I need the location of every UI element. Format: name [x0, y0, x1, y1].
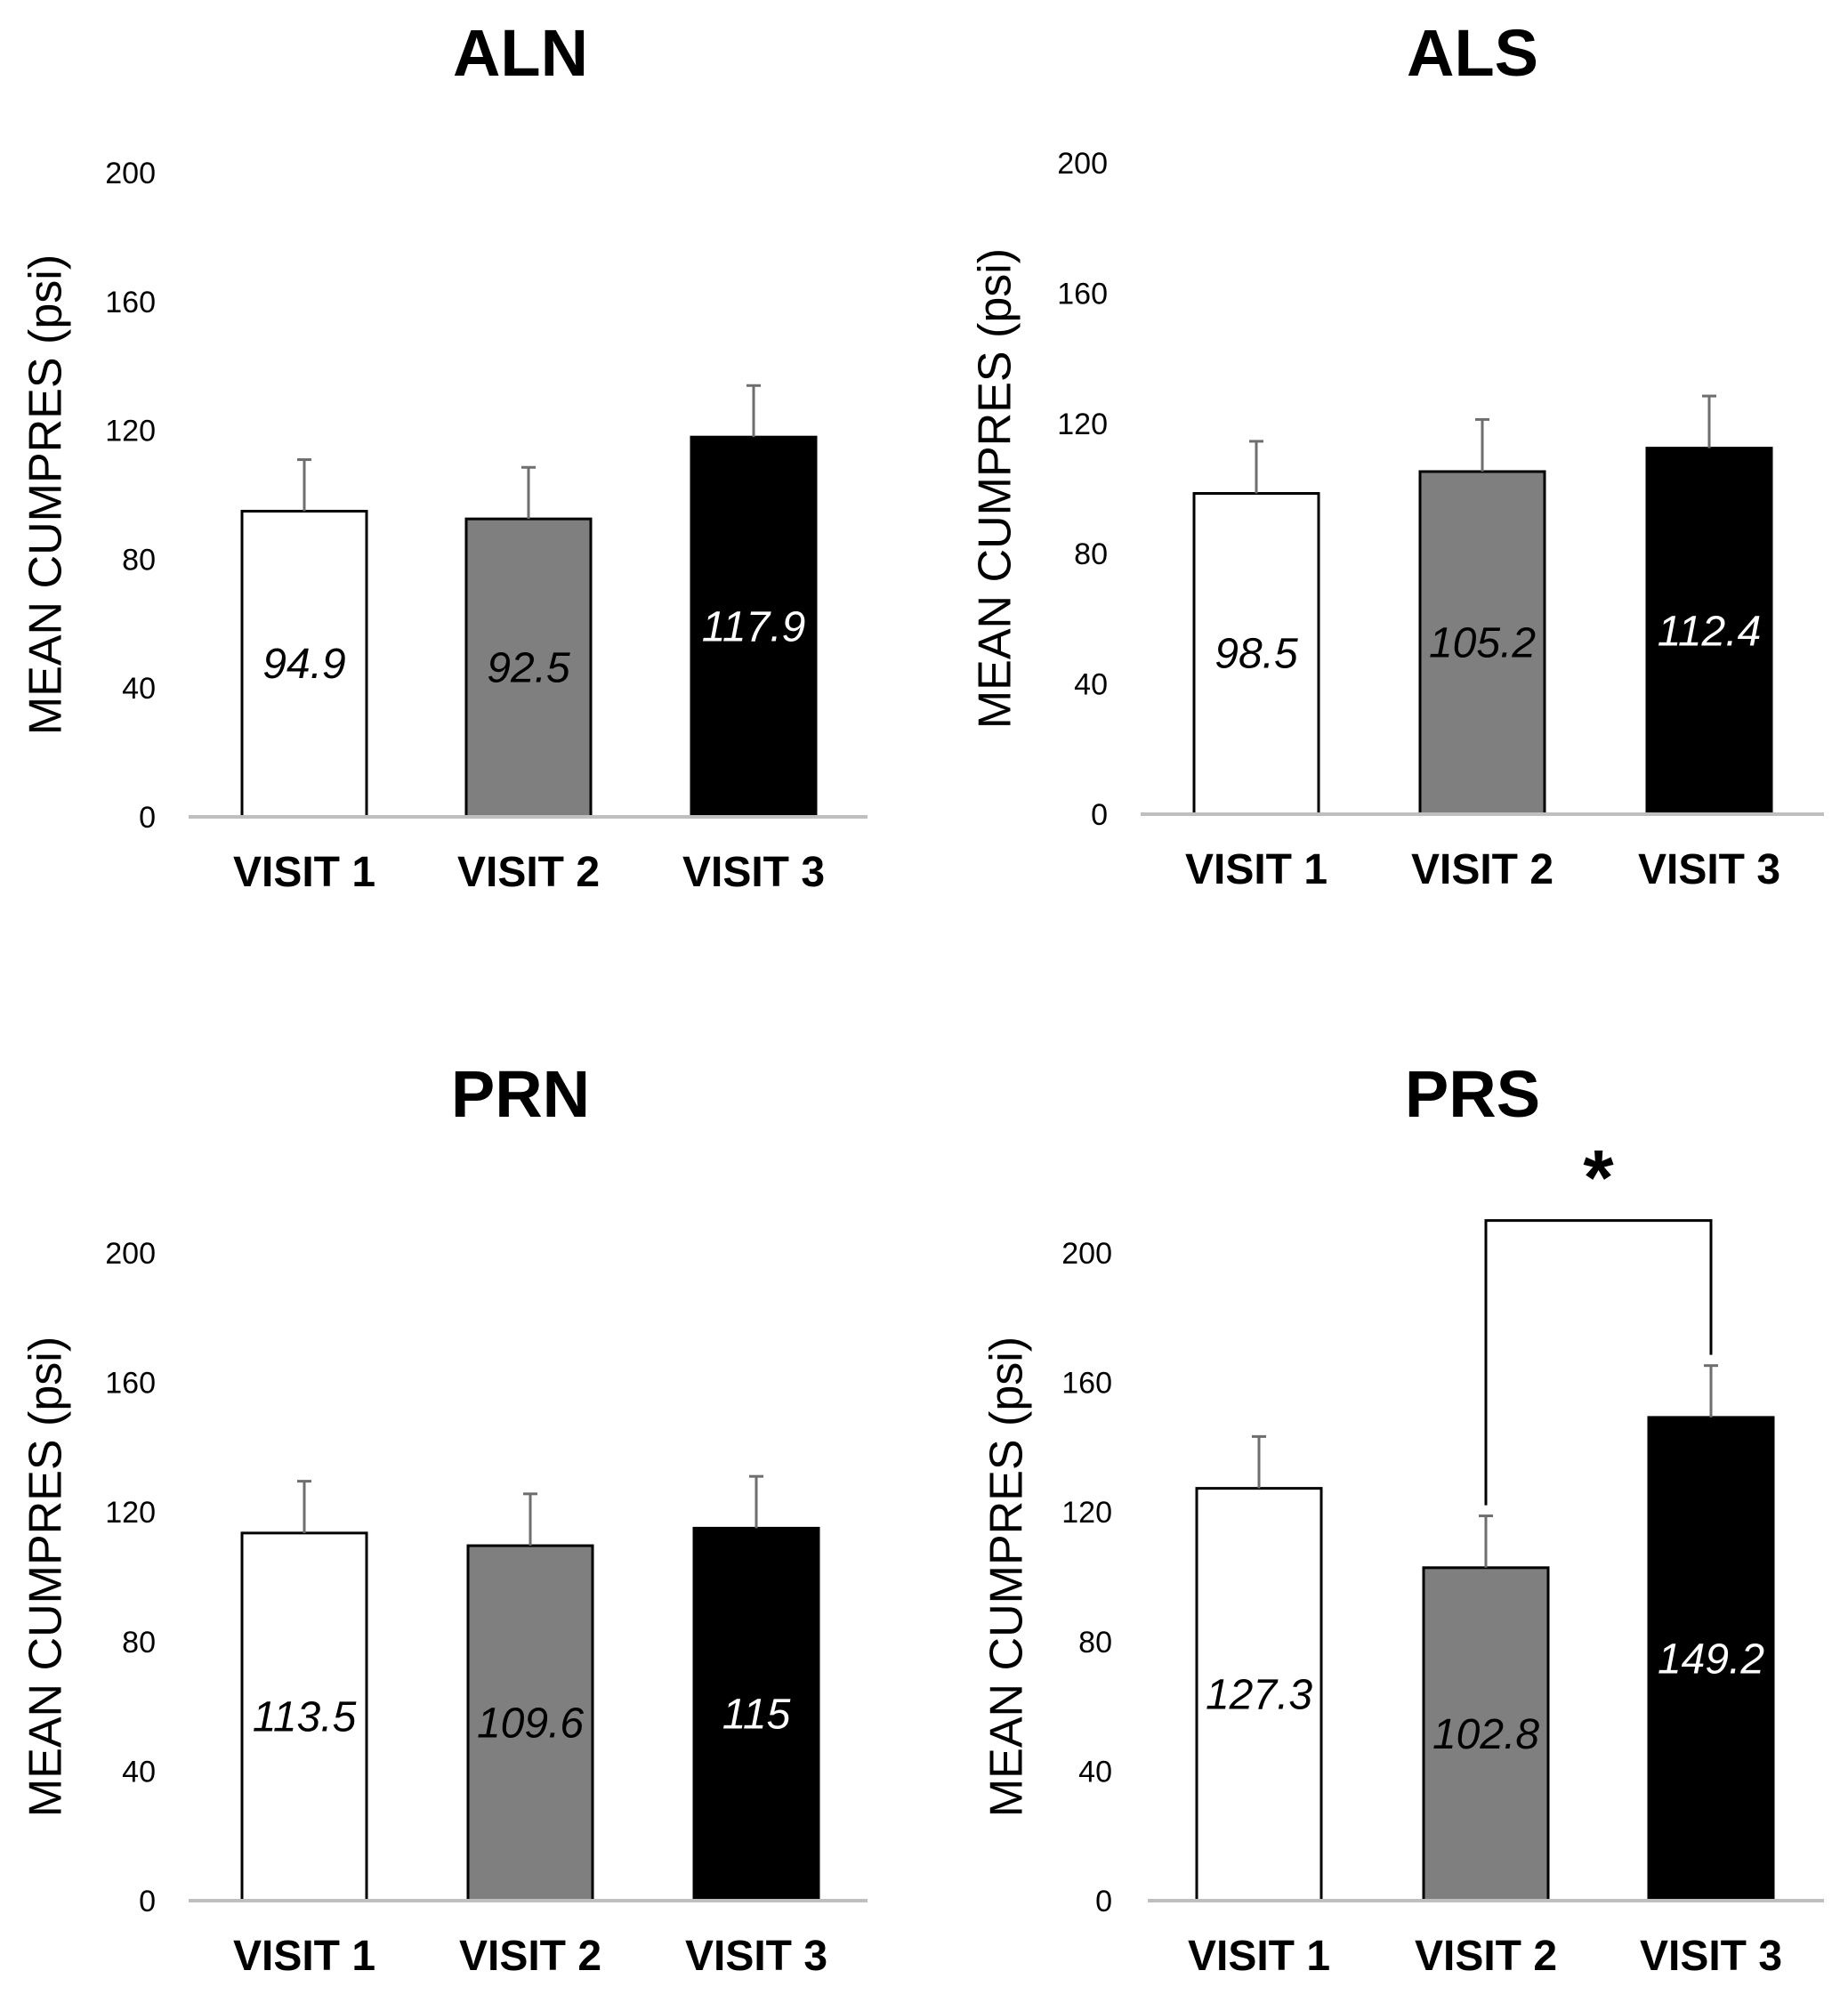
- y-tick-label: 120: [105, 1496, 156, 1530]
- y-tick-label: 120: [1057, 408, 1108, 441]
- y-tick-label: 200: [105, 1237, 156, 1271]
- chart-title: PRS: [1405, 1057, 1540, 1131]
- y-tick-label: 160: [105, 1367, 156, 1401]
- y-axis-label: MEAN CUMPRES (psi): [981, 1337, 1033, 1817]
- y-tick-label: 0: [1095, 1885, 1112, 1918]
- y-tick-label: 160: [1057, 277, 1108, 311]
- chart-panel-prs: PRS MEAN CUMPRES (psi) 0 40 80 120 160 200 127.3…: [981, 1057, 1824, 1980]
- x-tick-label: VISIT 3: [1638, 846, 1780, 893]
- data-label: 94.9: [262, 641, 345, 688]
- x-tick-label: VISIT 1: [1188, 1933, 1330, 1980]
- x-tick-label: VISIT 1: [233, 849, 375, 896]
- chart-panel-aln: ALN MEAN CUMPRES (psi) 0 40 80 120 160 200 94.9 V…: [20, 16, 868, 896]
- data-label: 92.5: [487, 645, 570, 692]
- data-label: 117.9: [702, 604, 806, 651]
- x-tick-label: VISIT 1: [1185, 846, 1327, 893]
- y-tick-label: 80: [1078, 1626, 1112, 1660]
- chart-panel-als: ALS MEAN CUMPRES (psi) 0 40 80 120 160 200 98.5 V…: [970, 16, 1824, 893]
- y-tick-label: 200: [1061, 1237, 1112, 1271]
- y-tick-label: 120: [1061, 1496, 1112, 1530]
- data-label: 127.3: [1206, 1671, 1312, 1718]
- significance-marker: *: [1583, 1134, 1614, 1222]
- y-tick-label: 0: [139, 801, 156, 835]
- y-tick-label: 0: [139, 1885, 156, 1918]
- y-tick-label: 40: [1074, 668, 1108, 702]
- y-tick-label: 160: [105, 286, 156, 319]
- x-tick-label: VISIT 1: [233, 1933, 375, 1980]
- bar-visit-1: [240, 1531, 368, 1902]
- y-axis-label: MEAN CUMPRES (psi): [20, 1337, 72, 1817]
- y-tick-label: 0: [1091, 798, 1108, 832]
- y-tick-label: 120: [105, 415, 156, 448]
- y-tick-label: 200: [105, 157, 156, 190]
- bar-visit-1: [240, 509, 368, 819]
- y-tick-label: 80: [122, 1626, 156, 1660]
- bar-visit-3: [690, 435, 818, 819]
- data-label: 113.5: [253, 1693, 357, 1740]
- chart-title: ALN: [453, 16, 588, 90]
- y-tick-label: 200: [1057, 147, 1108, 181]
- y-tick-label: 40: [1078, 1755, 1112, 1789]
- chart-title: ALS: [1407, 16, 1538, 90]
- x-tick-label: VISIT 2: [1411, 846, 1553, 893]
- x-tick-label: VISIT 3: [1640, 1933, 1782, 1980]
- y-axis-label: MEAN CUMPRES (psi): [20, 254, 72, 735]
- bar-visit-3: [692, 1526, 820, 1902]
- bar-visit-1: [1192, 491, 1320, 816]
- x-tick-label: VISIT 2: [457, 849, 600, 896]
- data-label: 115: [722, 1692, 791, 1739]
- x-tick-label: VISIT 2: [459, 1933, 601, 1980]
- data-label: 105.2: [1429, 619, 1536, 666]
- y-axis-label: MEAN CUMPRES (psi): [970, 248, 1021, 729]
- chart-title: PRN: [451, 1057, 590, 1131]
- data-label: 98.5: [1215, 631, 1298, 678]
- significance-bracket: [1484, 1219, 1713, 1506]
- chart-panel-prn: PRN MEAN CUMPRES (psi) 0 40 80 120 160 200 113.5…: [20, 1057, 868, 1980]
- x-tick-label: VISIT 2: [1415, 1933, 1557, 1980]
- data-label: 149.2: [1658, 1635, 1764, 1683]
- x-tick-label: VISIT 3: [682, 849, 825, 896]
- data-label: 102.8: [1432, 1711, 1539, 1758]
- y-tick-label: 80: [122, 543, 156, 577]
- y-tick-label: 40: [122, 1755, 156, 1789]
- data-label: 109.6: [477, 1700, 584, 1748]
- y-tick-label: 40: [122, 672, 156, 706]
- y-tick-label: 80: [1074, 537, 1108, 571]
- data-label: 112.4: [1658, 608, 1762, 655]
- x-tick-label: VISIT 3: [685, 1933, 827, 1980]
- y-tick-label: 160: [1061, 1367, 1112, 1401]
